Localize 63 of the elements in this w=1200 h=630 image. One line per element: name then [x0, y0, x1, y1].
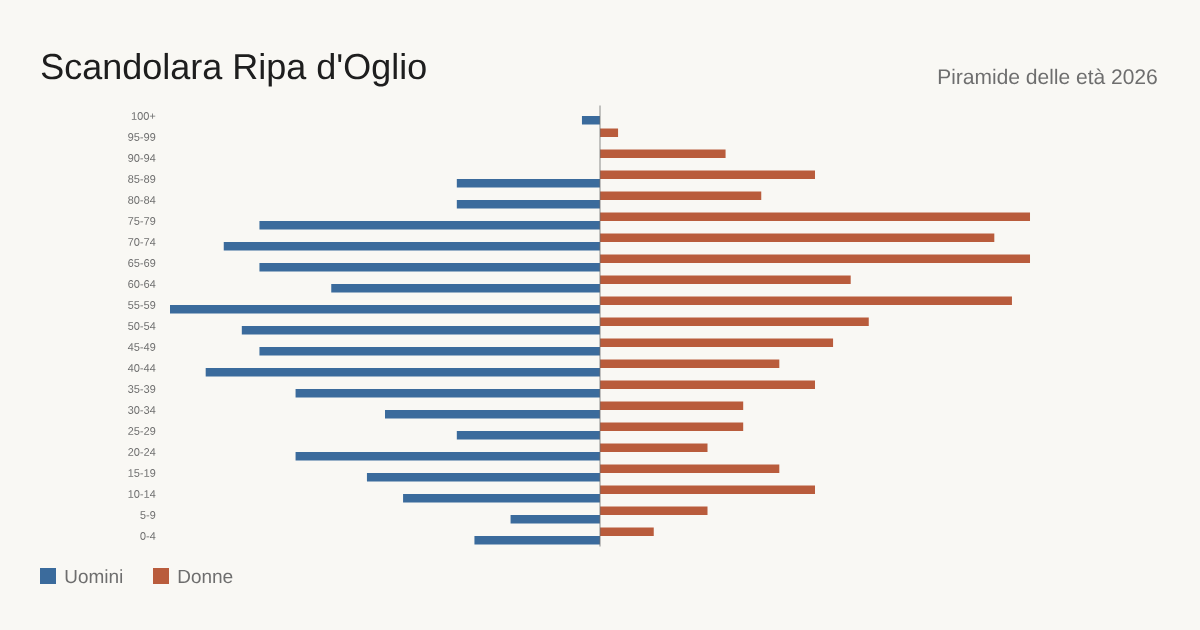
bar	[600, 233, 995, 242]
bar	[600, 464, 780, 473]
y-tick-label: 95-99	[128, 133, 156, 141]
bar	[600, 338, 834, 348]
y-tick-label: 35-39	[128, 385, 156, 393]
y-tick-label: 50-54	[128, 322, 156, 330]
chart-subtitle: Piramide delle età 2026	[938, 68, 1157, 85]
bar	[241, 326, 601, 335]
bar	[403, 494, 601, 503]
bar	[456, 179, 601, 188]
bar	[600, 485, 816, 494]
y-tick-label: 100+	[131, 112, 156, 120]
bar	[600, 170, 816, 179]
bar	[600, 275, 851, 284]
bar	[600, 443, 708, 453]
y-tick-label: 85-89	[128, 175, 156, 183]
bar	[600, 317, 869, 327]
y-tick-label: 45-49	[127, 343, 156, 351]
y-tick-label: 90-94	[128, 154, 156, 162]
bar	[600, 506, 708, 515]
bar	[600, 422, 744, 432]
chart-title: Scandolara Ripa d'Oglio	[41, 52, 426, 87]
bar	[295, 389, 601, 398]
legend-label: Donne	[178, 569, 233, 584]
bar	[600, 149, 726, 158]
y-tick-label: 5-9	[140, 511, 156, 519]
y-tick-label: 10-14	[128, 490, 156, 498]
bar	[600, 296, 1012, 305]
y-tick-label: 25-29	[128, 427, 156, 435]
y-tick-label: 55-59	[128, 301, 156, 309]
bar	[331, 284, 601, 293]
bar	[600, 527, 654, 536]
bar	[600, 254, 1031, 263]
bar	[385, 410, 601, 419]
bar	[259, 347, 601, 356]
y-tick-label: 40-44	[127, 364, 156, 372]
bar	[456, 200, 601, 209]
bar	[581, 116, 601, 125]
bar	[223, 242, 601, 251]
bar	[600, 191, 762, 200]
y-tick-label: 30-34	[128, 406, 156, 414]
bar	[259, 263, 601, 272]
y-tick-label: 0-4	[140, 532, 156, 540]
bar	[295, 452, 601, 461]
bar	[366, 473, 601, 482]
bar	[456, 431, 601, 440]
bar	[600, 401, 744, 411]
bar	[600, 212, 1031, 221]
bar	[510, 515, 601, 524]
y-tick-label: 80-84	[128, 196, 156, 204]
legend-label: Uomini	[65, 569, 123, 584]
bar	[600, 380, 816, 390]
y-tick-label: 75-79	[128, 217, 156, 225]
y-tick-label: 70-74	[128, 238, 156, 246]
bar	[170, 305, 601, 314]
bar	[205, 368, 601, 377]
y-tick-label: 20-24	[128, 448, 156, 456]
bar	[474, 536, 601, 545]
y-tick-label: 15-19	[128, 469, 156, 477]
y-tick-label: 65-69	[128, 259, 156, 267]
bar	[600, 359, 780, 369]
y-tick-label: 60-64	[128, 280, 156, 288]
bar	[259, 221, 601, 230]
